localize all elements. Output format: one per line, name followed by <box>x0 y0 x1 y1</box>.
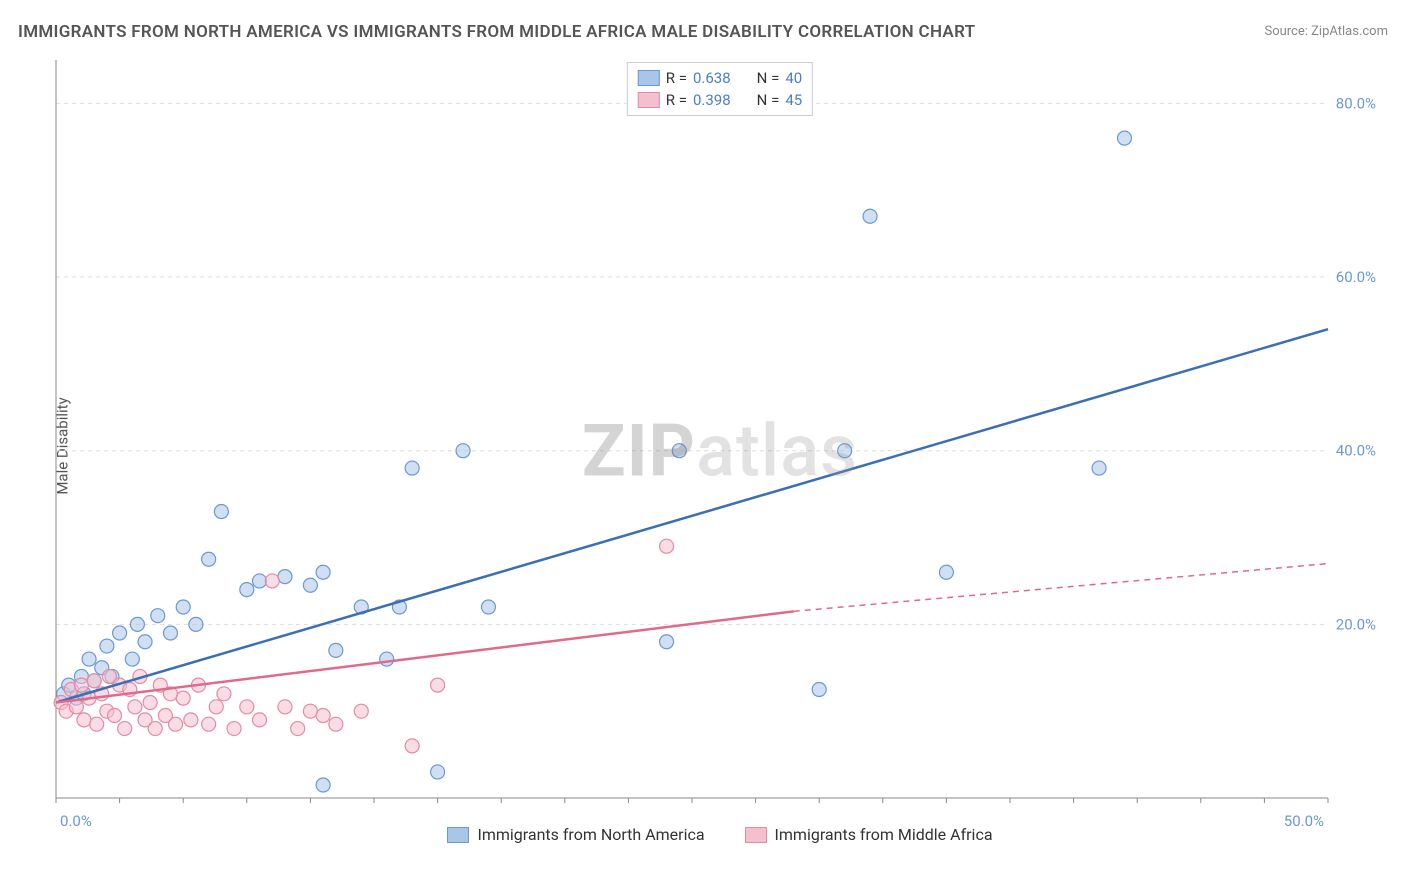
legend-series-label: Immigrants from Middle Africa <box>775 825 993 844</box>
legend-series-label: Immigrants from North America <box>477 825 704 844</box>
legend-n-label: N = <box>757 69 780 87</box>
legend-stat-row: R = 0.638 N = 40 <box>638 67 802 89</box>
legend-swatch <box>745 827 767 843</box>
plot-area: 20.0%40.0%60.0%80.0%0.0%50.0% ZIPatlas R… <box>52 56 1388 846</box>
source-credit: Source: ZipAtlas.com <box>1264 24 1388 39</box>
svg-text:60.0%: 60.0% <box>1336 268 1376 286</box>
svg-text:40.0%: 40.0% <box>1336 442 1376 460</box>
legend-n-value: 40 <box>785 69 802 87</box>
legend-n-label: N = <box>757 91 780 109</box>
legend-stats-box: R = 0.638 N = 40 R = 0.398 N = 45 <box>627 62 813 116</box>
legend-r-value: 0.398 <box>693 91 731 109</box>
legend-stat-row: R = 0.398 N = 45 <box>638 89 802 111</box>
scatter-chart: 20.0%40.0%60.0%80.0%0.0%50.0% <box>52 56 1388 846</box>
legend-series: Immigrants from North America Immigrants … <box>52 825 1388 844</box>
legend-r-value: 0.638 <box>693 69 731 87</box>
svg-text:80.0%: 80.0% <box>1336 94 1376 112</box>
legend-n-value: 45 <box>785 91 802 109</box>
legend-r-label: R = <box>666 91 687 109</box>
svg-text:20.0%: 20.0% <box>1336 615 1376 633</box>
legend-series-item: Immigrants from Middle Africa <box>745 825 993 844</box>
chart-title: IMMIGRANTS FROM NORTH AMERICA VS IMMIGRA… <box>18 22 975 42</box>
legend-swatch <box>447 827 469 843</box>
legend-swatch <box>638 70 660 86</box>
legend-swatch <box>638 92 660 108</box>
legend-r-label: R = <box>666 69 687 87</box>
legend-series-item: Immigrants from North America <box>447 825 704 844</box>
